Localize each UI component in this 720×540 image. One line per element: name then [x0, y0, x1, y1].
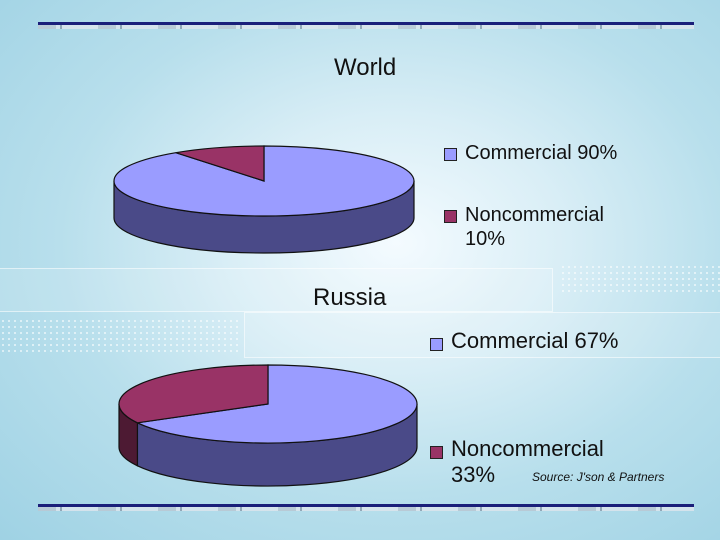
world-chart-title: World — [334, 54, 397, 81]
russia-slice-commercial — [135, 364, 418, 444]
world-slice-noncommercial — [175, 145, 265, 182]
source-note: Source: J'son & Partners — [532, 470, 665, 484]
legend-swatch-noncommercial — [444, 210, 457, 223]
decor-dots-left — [0, 318, 240, 356]
russia-legend-commercial: Commercial 67% — [430, 328, 690, 354]
russia-slice-noncommercial — [118, 364, 269, 424]
decor-band-right — [244, 312, 720, 358]
russia-chart-title: Russia — [313, 284, 387, 311]
russia-legend-noncommercial-label: Noncommercial 33% — [451, 436, 604, 488]
russia-legend-commercial-label: Commercial 67% — [451, 328, 619, 353]
legend-swatch-commercial — [444, 148, 457, 161]
world-legend-commercial-label: Commercial 90% — [465, 142, 618, 164]
world-legend-commercial: Commercial 90% — [444, 141, 674, 165]
top-rule — [38, 22, 694, 29]
world-legend-noncommercial: Noncommercial 10% — [444, 203, 649, 251]
legend-swatch-noncommercial — [430, 446, 443, 459]
bottom-rule — [38, 504, 694, 511]
legend-swatch-commercial — [430, 338, 443, 351]
decor-band-left — [0, 268, 553, 312]
world-legend-noncommercial-label: Noncommercial 10% — [465, 204, 604, 250]
russia-legend-noncommercial: Noncommercial 33% — [430, 436, 630, 489]
decor-dots-right — [560, 264, 720, 294]
